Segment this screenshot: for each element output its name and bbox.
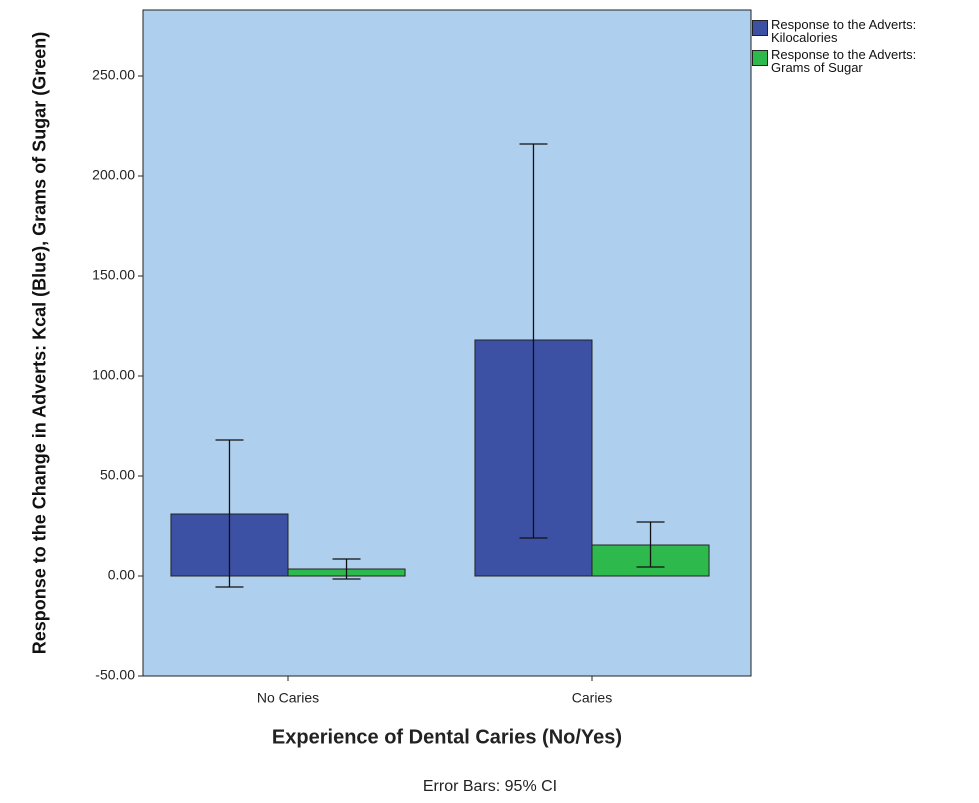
y-tick-label: 150.00: [92, 267, 135, 283]
legend: Response to the Adverts: Kilocalories Res…: [752, 18, 977, 78]
y-tick-label: 100.00: [92, 367, 135, 383]
legend-swatch: [752, 20, 768, 36]
y-tick-label: -50.00: [95, 667, 135, 683]
x-tick-label: Caries: [572, 690, 612, 706]
note: Error Bars: 95% CI: [423, 778, 557, 795]
legend-item: Response to the Adverts: Kilocalories: [752, 18, 977, 44]
x-axis-title: Experience of Dental Caries (No/Yes): [272, 726, 622, 748]
y-tick-label: 0.00: [108, 567, 135, 583]
y-axis-title: Response to the Change in Adverts: Kcal …: [29, 31, 50, 655]
legend-item: Response to the Adverts: Grams of Sugar: [752, 48, 977, 74]
legend-label: Response to the Adverts: Kilocalories: [771, 17, 917, 45]
y-tick-label: 200.00: [92, 167, 135, 183]
legend-swatch: [752, 50, 768, 66]
y-tick-label: 50.00: [100, 467, 135, 483]
x-tick-label: No Caries: [257, 690, 319, 706]
legend-label: Response to the Adverts: Grams of Sugar: [771, 47, 917, 75]
y-tick-label: 250.00: [92, 67, 135, 83]
